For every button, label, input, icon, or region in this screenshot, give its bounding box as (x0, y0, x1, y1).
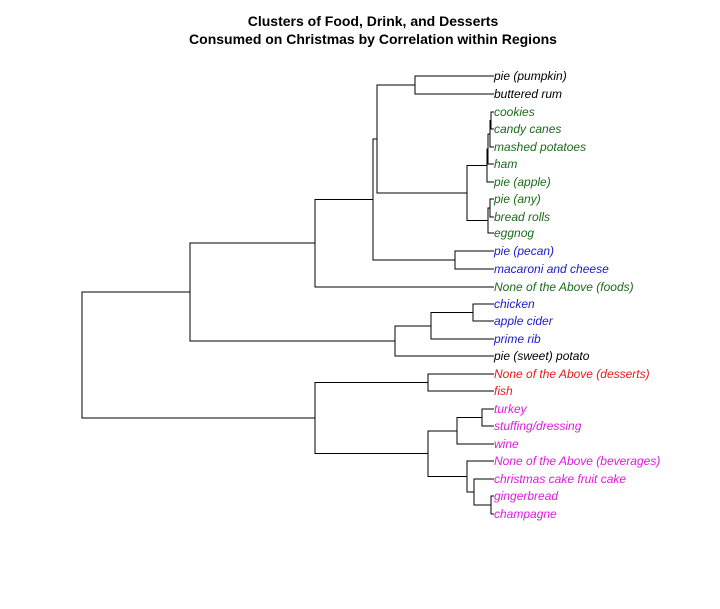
leaf-label: stuffing/dressing (494, 419, 582, 433)
leaf-label: pie (pecan) (493, 244, 554, 258)
dendrogram-branch-h (466, 164, 488, 221)
leaf-label: wine (494, 437, 519, 451)
leaf-label: candy canes (494, 122, 561, 136)
leaf-label: fish (494, 384, 513, 398)
leaf-label: chicken (494, 297, 535, 311)
dendrogram-branch-m (472, 303, 494, 322)
dendrogram-branch-o (394, 325, 494, 357)
leaf-label: macaroni and cheese (494, 262, 609, 276)
dendrogram-branch-a (414, 75, 494, 95)
leaf-label: bread rolls (494, 210, 550, 224)
leaf-label: gingerbread (494, 489, 558, 503)
dendrogram-branch-k (372, 138, 455, 261)
dendrogram-branch-j (454, 250, 494, 270)
dendrogram-branch-y (81, 291, 315, 419)
dendrogram-branches (81, 75, 494, 515)
leaf-label: buttered rum (494, 87, 562, 101)
leaf-label: prime rib (493, 332, 541, 346)
leaf-label: christmas cake fruit cake (494, 472, 626, 486)
leaf-label: pie (sweet) potato (493, 349, 590, 363)
leaf-label: None of the Above (desserts) (494, 367, 650, 381)
leaf-label: None of the Above (beverages) (494, 454, 660, 468)
dendrogram-branch-s (456, 417, 494, 445)
dendrogram-branch-p (189, 242, 395, 342)
chart-title-line-1: Clusters of Food, Drink, and Desserts (248, 13, 499, 29)
dendrogram-branch-i (376, 84, 467, 194)
leaf-label: pie (pumpkin) (493, 69, 567, 83)
leaf-label: eggnog (494, 226, 534, 240)
leaf-label: mashed potatoes (494, 140, 586, 154)
dendrogram-branch-x (314, 382, 428, 455)
leaf-label: pie (any) (493, 192, 541, 206)
leaf-label: None of the Above (foods) (494, 280, 634, 294)
dendrogram-branch-q (427, 373, 494, 392)
leaf-label: turkey (494, 402, 528, 416)
leaf-label: champagne (494, 507, 557, 521)
leaf-labels: pie (pumpkin) buttered rum cookies candy ca… (493, 69, 660, 521)
dendrogram-branch-n (430, 312, 494, 340)
chart-title-line-2: Consumed on Christmas by Correlation wit… (189, 31, 557, 47)
leaf-label: pie (apple) (493, 175, 551, 189)
leaf-label: ham (494, 157, 517, 171)
leaf-label: cookies (494, 105, 535, 119)
dendrogram-branch-w (427, 430, 467, 477)
leaf-label: apple cider (494, 314, 554, 328)
dendrogram-branch-v (466, 460, 494, 493)
dendrogram-branch-r (481, 408, 494, 427)
